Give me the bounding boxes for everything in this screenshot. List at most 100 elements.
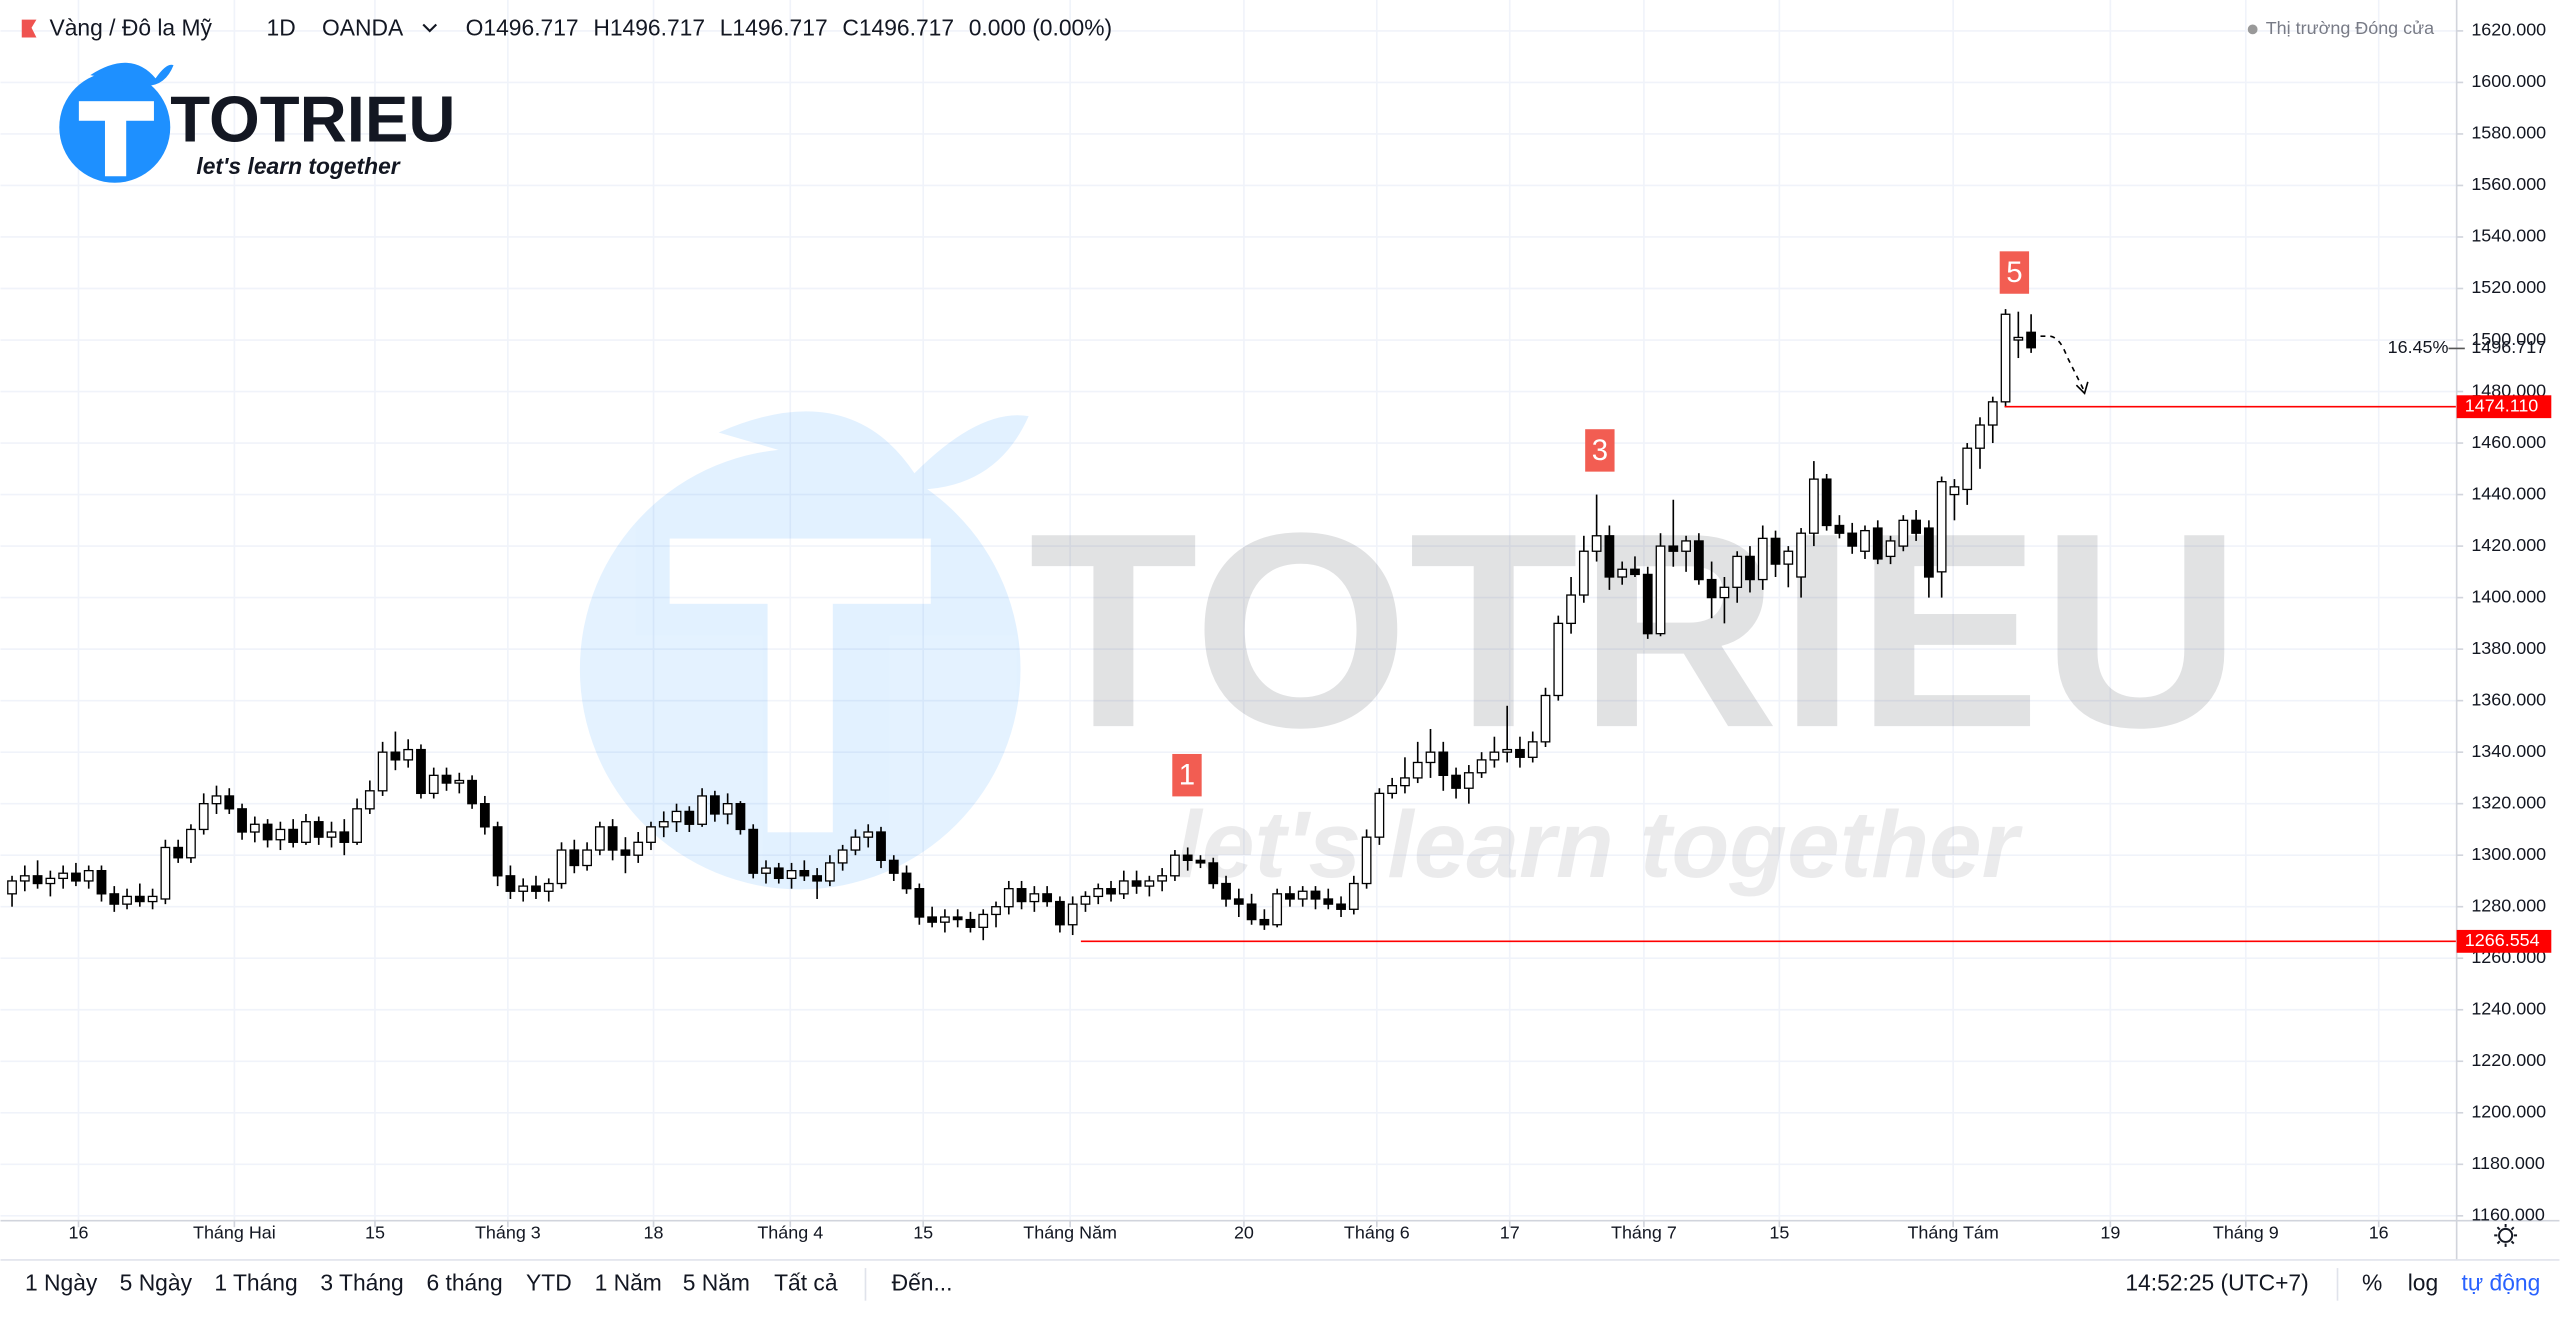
candle-body [454, 779, 465, 784]
ohlc-value: 1496.717 [483, 14, 578, 40]
goto-button[interactable]: Đến... [892, 1269, 953, 1295]
grid [0, 0, 2457, 1221]
candle-body [249, 823, 260, 833]
candle-body [173, 846, 184, 859]
candle-body [1425, 751, 1436, 764]
candle-body [978, 913, 989, 928]
plot: 1 3 5 [7, 251, 2457, 943]
annotation-box [1172, 753, 1202, 797]
candle-body [403, 748, 414, 761]
candle-body [1527, 741, 1538, 758]
interval[interactable]: 1D [267, 14, 296, 40]
symbol[interactable]: Vàng / Đô la Mỹ [49, 14, 212, 40]
candle-body [1962, 447, 1973, 491]
toolbar: 1 Ngày 5 Ngày 1 Tháng 3 Tháng 6 tháng YT… [25, 1268, 2540, 1301]
candle-body [1578, 550, 1589, 596]
candle-body [1067, 903, 1078, 926]
y-tick-label: 1440.000 [2471, 483, 2546, 503]
candle-body [837, 849, 848, 864]
candle-body [799, 869, 810, 877]
level-label: 1266.554 [2465, 930, 2540, 950]
y-tick-label: 1200.000 [2471, 1102, 2546, 1122]
candle-body [96, 869, 107, 895]
candle-body [1987, 401, 1998, 426]
range-button[interactable]: 5 Ngày [120, 1269, 193, 1295]
candle-body [2000, 313, 2011, 403]
watermark: TOTRIEU [579, 411, 2241, 890]
candle-body [1003, 888, 1014, 908]
change: 0.000 (0.00%) [969, 14, 1112, 40]
candle-body [1872, 527, 1883, 560]
y-tick-label: 1160.000 [2471, 1205, 2545, 1225]
candle-body [1246, 903, 1257, 921]
projection-head [2075, 381, 2089, 395]
candle-body [1170, 854, 1180, 877]
candle-body [1834, 524, 1845, 534]
y-tick-label: 1340.000 [2471, 741, 2546, 761]
x-tick-label: 18 [644, 1223, 664, 1243]
settings-icon[interactable] [2494, 1223, 2518, 1247]
candle-body [1949, 486, 1960, 496]
candle-body [709, 795, 720, 815]
candle-body [1463, 772, 1474, 789]
candle-body [1847, 532, 1858, 547]
candle-body [1451, 774, 1461, 789]
chevron[interactable] [422, 23, 438, 33]
candle-body [237, 808, 247, 833]
range-button[interactable]: 1 Ngày [25, 1269, 98, 1295]
candle-body [1310, 890, 1321, 900]
candle-body [1476, 759, 1487, 774]
y-tick-label: 1500.000 [2471, 329, 2546, 349]
candle-body [352, 808, 362, 843]
candle-body [1195, 859, 1206, 864]
range-button[interactable]: YTD [526, 1269, 572, 1295]
y-tick-label: 1600.000 [2471, 71, 2546, 91]
watermark-slogan: let's learn together [1176, 792, 2024, 898]
candle-body [824, 862, 835, 882]
candle-body [748, 828, 759, 874]
candle-body [122, 895, 132, 905]
range-button[interactable]: 1 Tháng [214, 1269, 297, 1295]
candle-body [1131, 880, 1142, 887]
candle-body [1221, 882, 1231, 900]
candle-body [1361, 836, 1372, 885]
candle-body [1975, 424, 1985, 449]
level-label-bg [2456, 929, 2552, 953]
y-tick-label: 1400.000 [2471, 586, 2546, 606]
candle-body [301, 821, 311, 843]
candle-body [1144, 880, 1155, 887]
log-button[interactable]: log [2408, 1269, 2438, 1295]
annotation-box [1585, 429, 1615, 472]
candle-body [326, 831, 337, 838]
candle-body [1796, 532, 1806, 578]
candle-body [1093, 888, 1104, 898]
ohlc-label: O [466, 14, 484, 40]
candle-body [952, 916, 963, 921]
candle-body [569, 849, 580, 867]
range-button[interactable]: Tất cả [774, 1269, 838, 1295]
candle-body [1706, 578, 1717, 599]
candle-body [109, 893, 120, 905]
range-button[interactable]: 5 Năm [683, 1269, 750, 1295]
candle-body [224, 795, 235, 810]
candle-body [773, 867, 784, 880]
candle-body [1208, 862, 1219, 885]
x-tick-label: Tháng Năm [1023, 1223, 1117, 1243]
watermark-flame [718, 411, 1029, 490]
projection [2040, 335, 2086, 393]
clock[interactable]: 14:52:25 (UTC+7) [2125, 1269, 2308, 1295]
candle-body [1898, 519, 1909, 547]
y-tick-label: 1380.000 [2471, 638, 2546, 658]
x-tick-label: Tháng Hai [193, 1223, 276, 1243]
range-button[interactable]: 3 Tháng [320, 1269, 403, 1295]
percent-button[interactable]: % [2362, 1269, 2382, 1295]
candle-body [684, 810, 695, 825]
candle-body [45, 877, 56, 885]
candle-body [531, 885, 541, 892]
candle-body [428, 774, 439, 795]
candle-body [901, 872, 912, 890]
auto-button[interactable]: tự động [2462, 1269, 2541, 1295]
range-button[interactable]: 6 tháng [426, 1269, 502, 1295]
range-button[interactable]: 1 Năm [595, 1269, 662, 1295]
